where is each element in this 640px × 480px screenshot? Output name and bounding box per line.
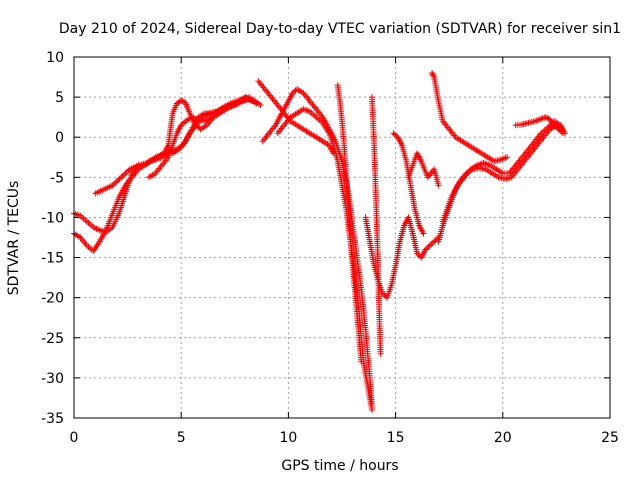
x-tick-label: 0 [70,430,79,446]
x-tick-label: 15 [387,430,405,446]
tick-labels: 0 5 10 15 20 25 -35 -30 -25 -20 -15 -10 -5 0 5 10 [41,50,619,446]
data-point [504,154,511,161]
x-tick-label: 10 [279,430,297,446]
series-track-a [71,146,174,255]
y-tick-label: -25 [41,331,64,347]
x-tick-label: 20 [494,430,512,446]
series-track-c [92,95,260,197]
data-point-interp [122,170,129,177]
data-point-interp [428,241,435,248]
data-point-interp [554,124,561,131]
data-point [426,242,433,249]
y-tick-label: 5 [55,90,64,106]
data-point [538,115,545,122]
data-point-interp [291,88,298,95]
data-point-interp [113,178,120,185]
x-tick-label: 25 [601,430,619,446]
data-point-interp [125,167,132,174]
data-point-interp [557,127,563,134]
data-point-interp [123,169,130,175]
data-point [246,94,253,101]
data-point [544,124,551,131]
series-track-q [439,118,568,225]
series-track-n [405,150,442,189]
data-point [257,102,264,109]
series-track-k [362,214,442,301]
y-axis-label: SDTVAR / TECUs [6,181,22,296]
y-tick-label: -5 [50,170,64,186]
data-point-interp [552,123,559,130]
series-track-j [334,82,365,365]
data-point-interp [115,177,122,183]
data-point-interp [381,292,388,298]
series-track-o [429,70,511,165]
data-point-interp [429,71,436,78]
data-point-interp [558,128,565,135]
y-tick-label: -15 [41,251,64,267]
data-point [551,122,558,129]
data-point [118,174,125,181]
y-tick-label: 10 [46,50,64,66]
plot-frame [73,56,611,419]
y-tick-label: -30 [41,371,64,387]
y-tick-label: -35 [41,411,64,427]
data-point [420,230,427,237]
series-track-m [390,130,427,237]
data-point-interp [429,239,436,246]
series-track-r [512,114,566,137]
series-track-l [369,94,384,357]
series-track-h [259,86,375,409]
data-point [390,130,397,137]
data-marks [71,70,568,413]
data-point [377,350,384,357]
data-point [358,358,365,365]
data-point [435,182,442,189]
y-tick-label: -20 [41,291,64,307]
y-tick-label: -10 [41,210,64,226]
data-point-interp [546,123,553,130]
series-track-f [169,94,253,157]
data-point [559,130,566,137]
data-point [422,246,429,253]
x-tick-label: 5 [177,430,186,446]
chart-title: Day 210 of 2024, Sidereal Day-to-day VTE… [59,21,621,37]
data-point [109,182,116,189]
grid [74,57,610,418]
series-track-p [435,122,566,245]
series-track-e [146,95,264,165]
series-track-b [71,162,142,235]
data-point-interp [425,243,432,250]
data-point [289,90,296,97]
data-point-interp [430,72,437,79]
data-point-interp [415,251,422,258]
data-point-interp [391,131,398,138]
data-point-interp [112,179,119,186]
y-tick-label: 0 [55,130,64,146]
data-point [369,407,375,413]
data-point [178,122,185,129]
data-point-interp [119,173,126,179]
x-axis-label: GPS time / hours [281,458,398,474]
